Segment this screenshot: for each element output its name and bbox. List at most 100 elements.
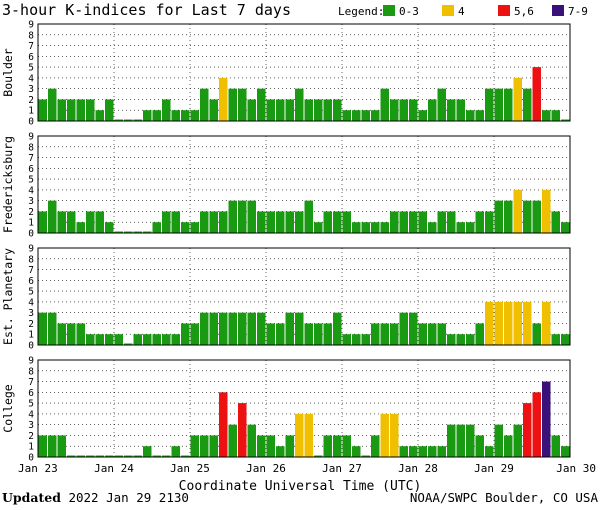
kp-bar [143,334,152,345]
y-tick-label: 1 [28,106,34,117]
kp-bar [456,222,465,233]
x-axis-ticks: Jan 23 Jan 24 Jan 25 Jan 26 Jan 27 Jan 28 Jan … [18,462,596,475]
kp-bar [323,323,332,345]
kp-bar [409,312,418,345]
y-tick-label: 4 [28,297,34,308]
kp-bar [57,323,66,345]
y-tick-label: 1 [28,218,34,229]
kp-bar [456,424,465,457]
panels: 0123456789Boulder0123456789Fredericksbur… [1,20,571,464]
x-tick-label: Jan 30 [556,462,596,475]
kp-bar [399,211,408,233]
panel-name: College [1,384,15,433]
kp-bar [124,119,133,121]
kp-bar [418,323,427,345]
kp-bar [314,222,323,233]
kp-bar [295,211,304,233]
kp-bar [181,110,190,121]
kp-bar [219,392,228,457]
kp-bar [48,200,57,233]
kp-bar [143,446,152,457]
kp-bar [333,312,342,345]
panel-frame [37,247,571,346]
kp-bar [494,200,503,233]
panel-frame [37,359,571,458]
kp-bar [342,211,351,233]
kp-bar [162,211,171,233]
kp-bar [295,413,304,457]
kp-bar [304,200,313,233]
kp-bar [542,301,551,345]
panel-frame [37,135,571,234]
kp-bar [513,424,522,457]
kp-bar [48,312,57,345]
kp-bar [190,323,199,345]
y-tick-label: 0 [28,117,34,128]
kp-bar [380,222,389,233]
kp-bar [238,403,247,457]
kp-bar [304,99,313,121]
kp-bar [266,211,275,233]
legend-entry-label: 7-9 [568,5,588,18]
y-tick-label: 2 [28,207,34,218]
kp-bar [76,455,85,457]
kp-bar [181,455,190,457]
kp-bar [532,67,541,121]
kp-bar [95,455,104,457]
legend-entry-label: 0-3 [399,5,419,18]
kp-bar [532,200,541,233]
kp-bar [209,211,218,233]
panel-frame [37,23,571,122]
panel-name: Fredericksburg [1,136,15,233]
kp-bar [143,110,152,121]
kp-bar [494,424,503,457]
kp-bar [181,222,190,233]
y-tick-label: 6 [28,388,34,399]
kp-bar [238,312,247,345]
kp-bar [428,446,437,457]
kp-bar [266,99,275,121]
kp-bar [285,211,294,233]
kp-bar [361,222,370,233]
y-tick-label: 4 [28,185,34,196]
kp-bar [162,99,171,121]
kp-bar [342,334,351,345]
kp-bar [190,110,199,121]
y-tick-label: 3 [28,84,34,95]
kp-bar [247,312,256,345]
kp-bar [494,88,503,121]
kp-bar [57,211,66,233]
kp-bar [152,455,161,457]
kp-bar [257,312,266,345]
y-tick-label: 7 [28,153,34,164]
y-tick-label: 4 [28,73,34,84]
kp-bar [171,334,180,345]
y-tick-label: 2 [28,319,34,330]
kp-bar [428,99,437,121]
kp-bar [361,334,370,345]
kp-bar [409,99,418,121]
kp-bar [409,446,418,457]
kp-bar [380,88,389,121]
kp-bar [409,211,418,233]
kp-bar [361,110,370,121]
kp-bar [504,88,513,121]
kp-bar [475,435,484,457]
kp-bar [266,323,275,345]
kp-bar [228,312,237,345]
y-tick-label: 9 [28,132,34,143]
kp-bar [399,312,408,345]
x-tick-label: Jan 23 [18,462,58,475]
legend-swatch [442,5,454,16]
y-tick-label: 8 [28,254,34,265]
updated-label: Updated [2,490,61,505]
kp-bar [447,334,456,345]
kp-bar [466,110,475,121]
kp-bar [418,110,427,121]
kp-bar [209,435,218,457]
kp-bar [361,455,370,457]
kp-bar [200,312,209,345]
